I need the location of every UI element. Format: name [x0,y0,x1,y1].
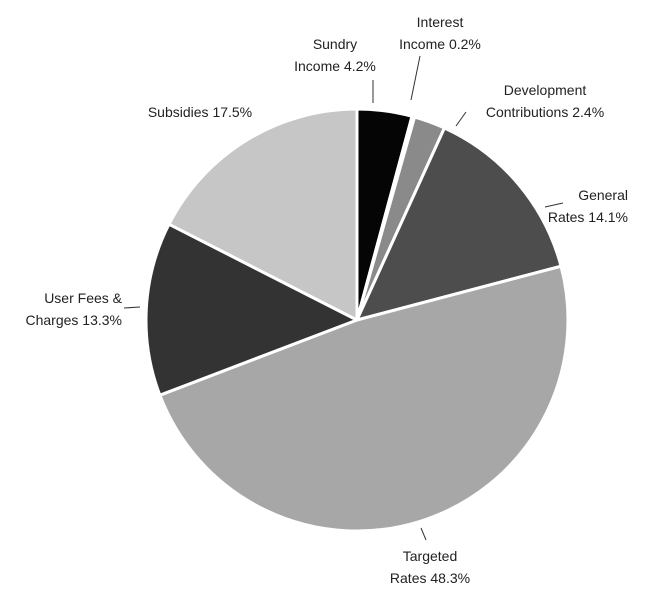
pie-slice [158,264,570,533]
pie-slice [144,222,359,397]
slice-label: User Fees & Charges 13.3% [10,287,122,331]
category-label: Subsidies [147,104,209,120]
value-label: 17.5% [212,104,253,120]
value-label: 4.2% [343,58,376,74]
category-label: Interest Income [399,14,464,52]
value-label: 48.3% [430,570,471,586]
leader-lines [123,55,564,541]
slice-label: Interest Income 0.2% [395,11,485,55]
pie-slice [355,126,563,322]
category-label: Development Contributions [485,82,587,120]
value-label: 2.4% [572,104,605,120]
leader-line [455,111,467,127]
leader-line [544,202,564,208]
slice-label: General Rates 14.1% [540,184,628,228]
leader-line [420,527,427,541]
value-label: 0.2% [448,36,481,52]
leader-line [123,306,141,309]
pie-slice [167,107,359,322]
slice-label: Sundry Income 4.2% [290,33,380,77]
category-label: User Fees & Charges [25,290,122,328]
value-label: 13.3% [82,312,122,328]
category-label: Sundry Income [294,36,358,74]
category-label: Targeted Rates [389,548,458,586]
value-label: 14.1% [588,209,628,225]
slice-label: Targeted Rates 48.3% [385,545,475,589]
leader-line [410,55,421,101]
slice-label: Subsidies 17.5% [125,101,275,123]
category-label: General Rates [547,187,628,225]
slice-label: Development Contributions 2.4% [470,79,620,123]
